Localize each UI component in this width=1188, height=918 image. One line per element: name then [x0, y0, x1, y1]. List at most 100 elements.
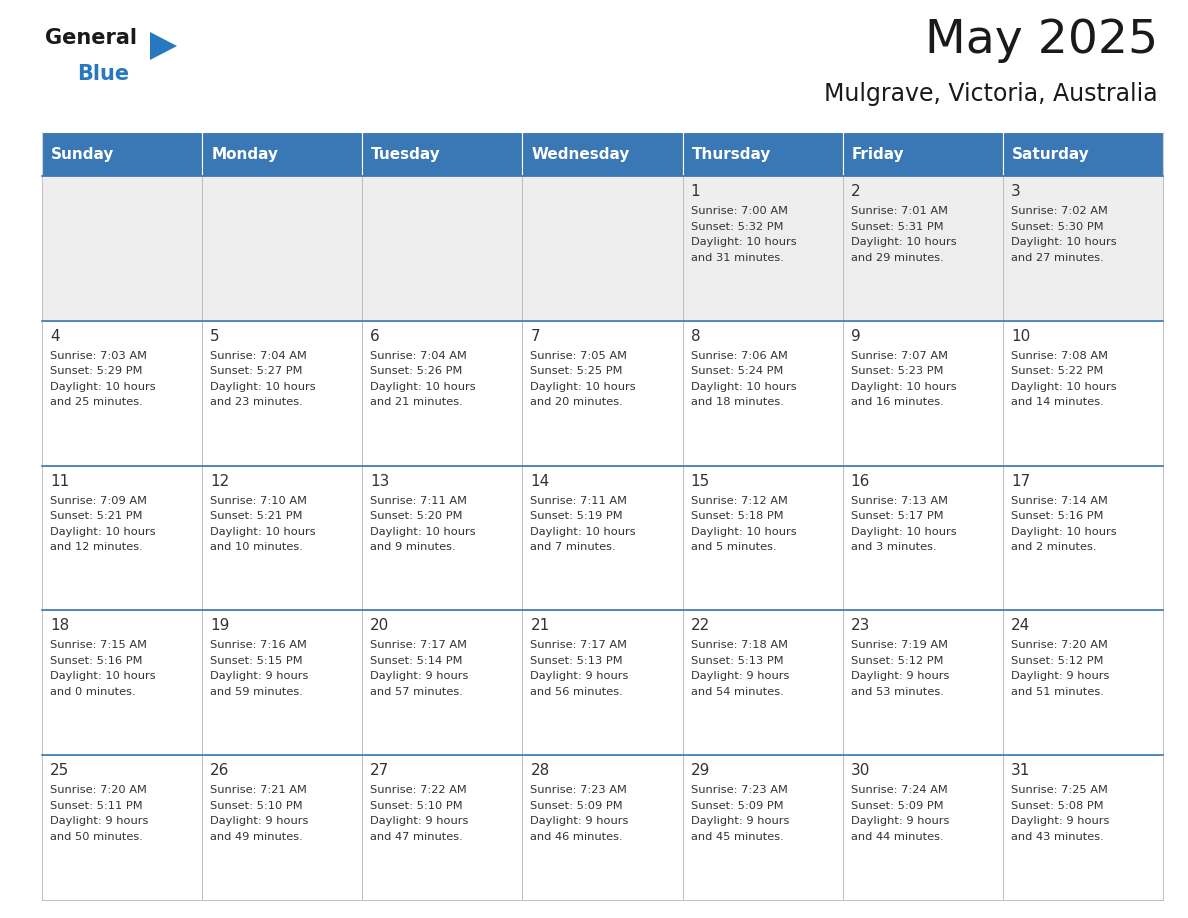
Text: and 47 minutes.: and 47 minutes.	[371, 832, 463, 842]
Text: and 2 minutes.: and 2 minutes.	[1011, 543, 1097, 552]
Text: 14: 14	[530, 474, 550, 488]
Text: Sunrise: 7:14 AM: Sunrise: 7:14 AM	[1011, 496, 1107, 506]
Bar	[362, 756, 523, 900]
Text: Tuesday: Tuesday	[372, 147, 441, 162]
Text: Sunset: 5:24 PM: Sunset: 5:24 PM	[690, 366, 783, 376]
Text: Sunset: 5:18 PM: Sunset: 5:18 PM	[690, 511, 783, 521]
Bar	[523, 176, 683, 320]
Text: Daylight: 9 hours: Daylight: 9 hours	[210, 816, 309, 826]
Bar	[1003, 756, 1163, 900]
Text: Daylight: 9 hours: Daylight: 9 hours	[851, 671, 949, 681]
Bar	[362, 320, 523, 465]
Bar	[202, 320, 362, 465]
Text: Daylight: 10 hours: Daylight: 10 hours	[530, 382, 636, 392]
Text: Daylight: 10 hours: Daylight: 10 hours	[371, 382, 476, 392]
Text: Sunset: 5:15 PM: Sunset: 5:15 PM	[210, 655, 303, 666]
Text: Sunrise: 7:07 AM: Sunrise: 7:07 AM	[851, 351, 948, 361]
Bar	[683, 610, 842, 756]
Text: Sunset: 5:16 PM: Sunset: 5:16 PM	[1011, 511, 1104, 521]
Text: Sunrise: 7:11 AM: Sunrise: 7:11 AM	[371, 496, 467, 506]
Text: Sunrise: 7:08 AM: Sunrise: 7:08 AM	[1011, 351, 1108, 361]
Text: and 14 minutes.: and 14 minutes.	[1011, 397, 1104, 408]
Text: Daylight: 10 hours: Daylight: 10 hours	[210, 527, 316, 537]
Text: Sunset: 5:16 PM: Sunset: 5:16 PM	[50, 655, 143, 666]
Text: General: General	[45, 28, 137, 48]
Text: and 7 minutes.: and 7 minutes.	[530, 543, 617, 552]
Bar	[42, 132, 202, 176]
Text: Sunrise: 7:18 AM: Sunrise: 7:18 AM	[690, 641, 788, 650]
Bar	[42, 756, 202, 900]
Text: Daylight: 9 hours: Daylight: 9 hours	[1011, 671, 1110, 681]
Text: and 10 minutes.: and 10 minutes.	[210, 543, 303, 552]
Text: 24: 24	[1011, 619, 1030, 633]
Text: and 53 minutes.: and 53 minutes.	[851, 687, 943, 697]
Text: Sunrise: 7:04 AM: Sunrise: 7:04 AM	[371, 351, 467, 361]
Bar	[202, 465, 362, 610]
Text: and 27 minutes.: and 27 minutes.	[1011, 252, 1104, 263]
Text: and 50 minutes.: and 50 minutes.	[50, 832, 143, 842]
Text: and 25 minutes.: and 25 minutes.	[50, 397, 143, 408]
Text: 11: 11	[50, 474, 69, 488]
Text: and 3 minutes.: and 3 minutes.	[851, 543, 936, 552]
Text: Sunset: 5:22 PM: Sunset: 5:22 PM	[1011, 366, 1104, 376]
Text: Sunset: 5:20 PM: Sunset: 5:20 PM	[371, 511, 463, 521]
Text: Sunset: 5:12 PM: Sunset: 5:12 PM	[851, 655, 943, 666]
Text: 29: 29	[690, 763, 710, 778]
Text: Sunrise: 7:17 AM: Sunrise: 7:17 AM	[530, 641, 627, 650]
Bar	[1003, 320, 1163, 465]
Text: Sunrise: 7:13 AM: Sunrise: 7:13 AM	[851, 496, 948, 506]
Bar	[1003, 176, 1163, 320]
Text: Sunset: 5:11 PM: Sunset: 5:11 PM	[50, 800, 143, 811]
Text: Sunset: 5:29 PM: Sunset: 5:29 PM	[50, 366, 143, 376]
Bar	[523, 756, 683, 900]
Bar	[362, 132, 523, 176]
Text: Daylight: 9 hours: Daylight: 9 hours	[530, 816, 628, 826]
Text: Daylight: 9 hours: Daylight: 9 hours	[371, 671, 468, 681]
Polygon shape	[150, 32, 177, 60]
Bar	[842, 610, 1003, 756]
Text: Daylight: 10 hours: Daylight: 10 hours	[50, 527, 156, 537]
Text: Sunrise: 7:11 AM: Sunrise: 7:11 AM	[530, 496, 627, 506]
Text: and 49 minutes.: and 49 minutes.	[210, 832, 303, 842]
Text: Sunset: 5:10 PM: Sunset: 5:10 PM	[371, 800, 463, 811]
Text: Sunrise: 7:16 AM: Sunrise: 7:16 AM	[210, 641, 307, 650]
Bar	[842, 756, 1003, 900]
Bar	[842, 132, 1003, 176]
Text: Daylight: 10 hours: Daylight: 10 hours	[851, 237, 956, 247]
Text: 25: 25	[50, 763, 69, 778]
Text: 6: 6	[371, 329, 380, 344]
Text: and 21 minutes.: and 21 minutes.	[371, 397, 463, 408]
Text: 28: 28	[530, 763, 550, 778]
Bar	[842, 176, 1003, 320]
Text: Sunrise: 7:19 AM: Sunrise: 7:19 AM	[851, 641, 948, 650]
Text: 7: 7	[530, 329, 541, 344]
Text: Daylight: 10 hours: Daylight: 10 hours	[690, 382, 796, 392]
Text: Sunset: 5:10 PM: Sunset: 5:10 PM	[210, 800, 303, 811]
Text: Sunrise: 7:20 AM: Sunrise: 7:20 AM	[50, 785, 147, 795]
Text: Daylight: 10 hours: Daylight: 10 hours	[690, 527, 796, 537]
Text: Daylight: 10 hours: Daylight: 10 hours	[50, 382, 156, 392]
Bar	[523, 610, 683, 756]
Text: Wednesday: Wednesday	[531, 147, 630, 162]
Text: Sunrise: 7:25 AM: Sunrise: 7:25 AM	[1011, 785, 1107, 795]
Bar	[362, 610, 523, 756]
Text: Daylight: 9 hours: Daylight: 9 hours	[50, 816, 148, 826]
Text: Sunset: 5:19 PM: Sunset: 5:19 PM	[530, 511, 623, 521]
Text: and 57 minutes.: and 57 minutes.	[371, 687, 463, 697]
Text: 15: 15	[690, 474, 709, 488]
Text: and 5 minutes.: and 5 minutes.	[690, 543, 776, 552]
Text: Monday: Monday	[211, 147, 278, 162]
Bar	[683, 465, 842, 610]
Text: 21: 21	[530, 619, 550, 633]
Text: and 44 minutes.: and 44 minutes.	[851, 832, 943, 842]
Bar	[202, 176, 362, 320]
Text: and 20 minutes.: and 20 minutes.	[530, 397, 624, 408]
Text: and 12 minutes.: and 12 minutes.	[50, 543, 143, 552]
Text: Sunrise: 7:06 AM: Sunrise: 7:06 AM	[690, 351, 788, 361]
Text: Saturday: Saturday	[1012, 147, 1089, 162]
Text: Daylight: 9 hours: Daylight: 9 hours	[690, 816, 789, 826]
Text: 20: 20	[371, 619, 390, 633]
Text: Sunrise: 7:02 AM: Sunrise: 7:02 AM	[1011, 206, 1107, 216]
Bar	[202, 610, 362, 756]
Text: Sunrise: 7:03 AM: Sunrise: 7:03 AM	[50, 351, 147, 361]
